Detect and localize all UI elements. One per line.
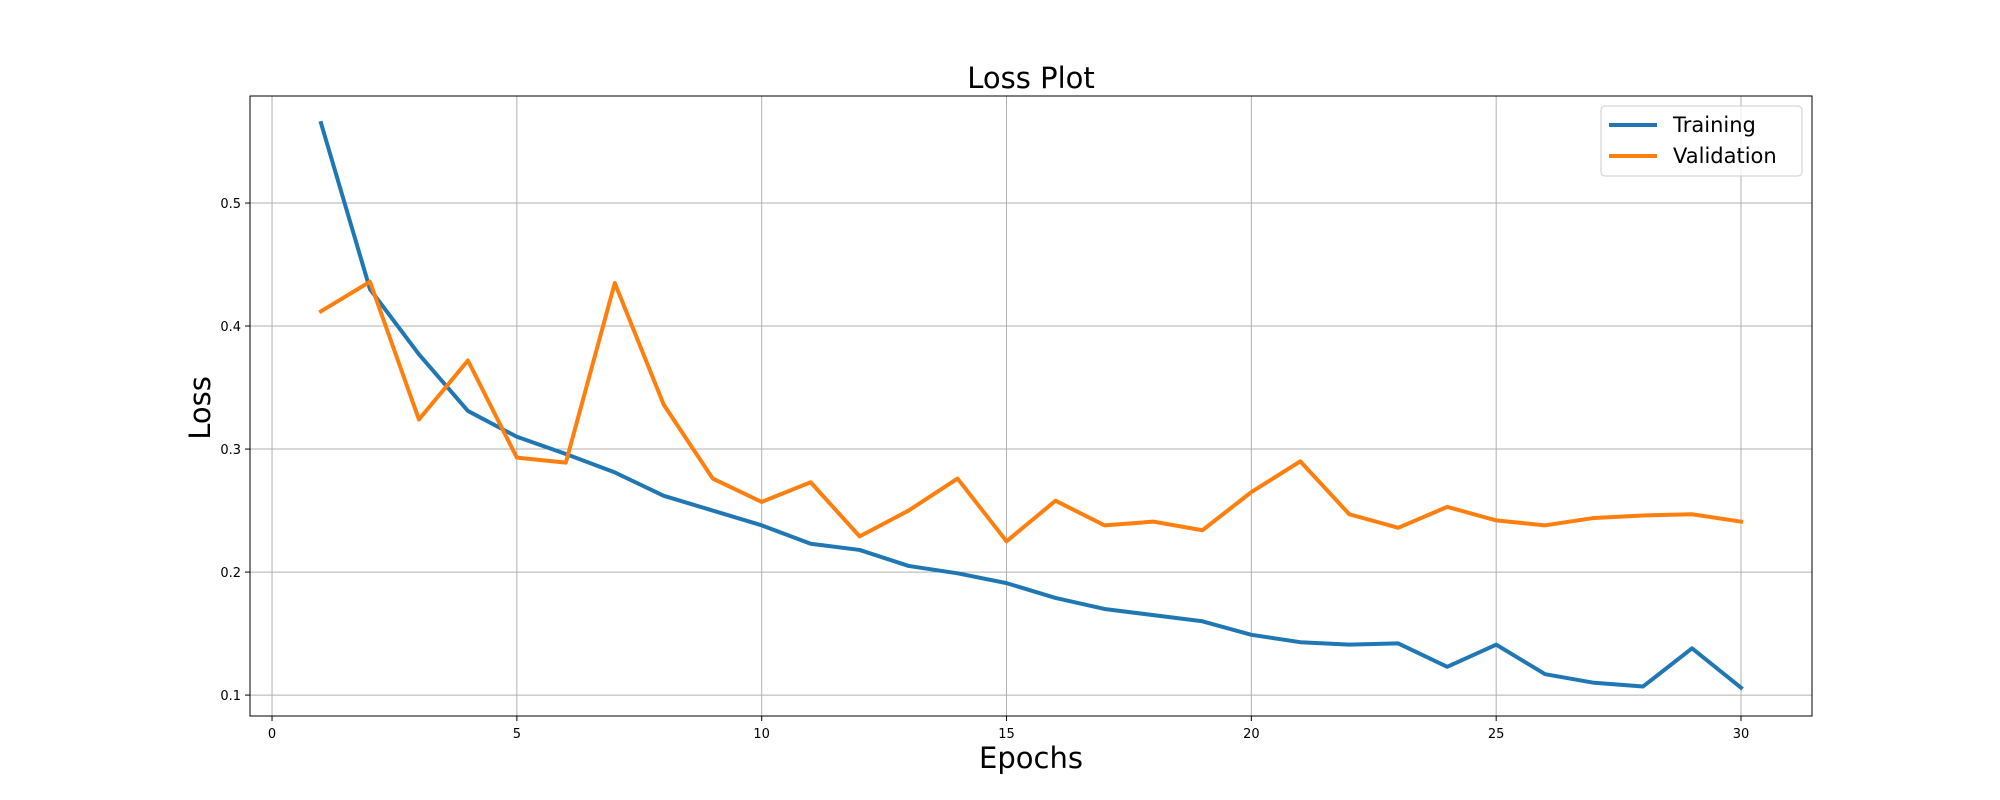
x-tick-label: 30 <box>1733 727 1750 742</box>
plot-frame <box>249 95 1813 717</box>
series-line-validation <box>318 279 1744 544</box>
y-tick-label: 0.3 <box>220 443 241 458</box>
y-tick-label: 0.4 <box>220 320 241 335</box>
chart-title: Loss Plot <box>967 61 1094 95</box>
x-tick-label: 25 <box>1488 727 1505 742</box>
legend: Training Validation <box>1600 105 1803 177</box>
axis-ticks: 0 5 10 15 20 25 30 0.1 0.2 0.3 0.4 0.5 <box>220 197 1749 742</box>
series-lines <box>318 120 1744 691</box>
x-tick-label: 0 <box>268 727 276 742</box>
y-tick-label: 0.5 <box>220 197 241 212</box>
x-tick-label: 20 <box>1243 727 1260 742</box>
x-tick-label: 5 <box>513 727 521 742</box>
grid <box>250 96 1812 716</box>
y-axis-label: Loss <box>183 376 217 440</box>
x-axis-label: Epochs <box>979 741 1083 775</box>
x-tick-label: 10 <box>753 727 770 742</box>
series-line-training <box>318 120 1744 691</box>
y-tick-label: 0.1 <box>220 689 241 704</box>
x-tick-label: 15 <box>998 727 1015 742</box>
legend-label-training: Training <box>1672 113 1756 137</box>
y-tick-label: 0.2 <box>220 566 241 581</box>
legend-label-validation: Validation <box>1673 144 1777 168</box>
